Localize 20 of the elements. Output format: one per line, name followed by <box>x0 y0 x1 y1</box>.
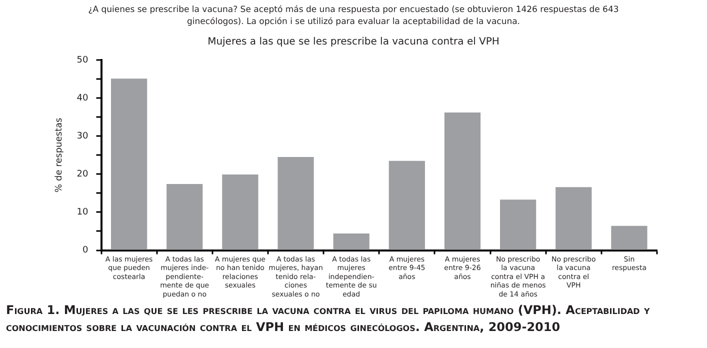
bar <box>278 157 314 250</box>
text: Figura 1. Mujeres a las que se les prescribe la vacuna contra el virus del papiloma humano (VPH). Aceptabilidad y conocimientos sobre la vacunación contra el VPH en médicos ginecólogos. Argentina, 2009-2010 <box>5 302 651 336</box>
bar <box>110 78 148 250</box>
bar <box>333 234 370 250</box>
chart-title: Mujeres a las que se les prescribe la vacuna contra el VPH <box>208 36 500 48</box>
bar <box>388 160 425 250</box>
text: ¿A quienes se prescribe la vacuna? Se aceptó más de una respuesta por encuestado (se obtuvieron 1426 respuestas de 643 ginecólogos). La opción i se utilizó para evaluar la aceptabilidad de la vacuna. <box>87 4 620 29</box>
y-tick-label: 40 <box>76 93 89 104</box>
y-tick-label: 0 <box>82 246 89 256</box>
bar <box>444 112 481 250</box>
bar <box>611 226 648 250</box>
y-tick-label: 50 <box>76 55 89 66</box>
bar <box>500 200 536 250</box>
bar <box>222 174 258 250</box>
y-axis-title: % de respuestas <box>54 118 65 192</box>
y-tick-label: 10 <box>76 208 89 218</box>
y-tick-label: 30 <box>76 131 89 142</box>
bar <box>556 187 592 250</box>
bar <box>166 184 203 250</box>
y-tick-label: 20 <box>76 169 89 180</box>
